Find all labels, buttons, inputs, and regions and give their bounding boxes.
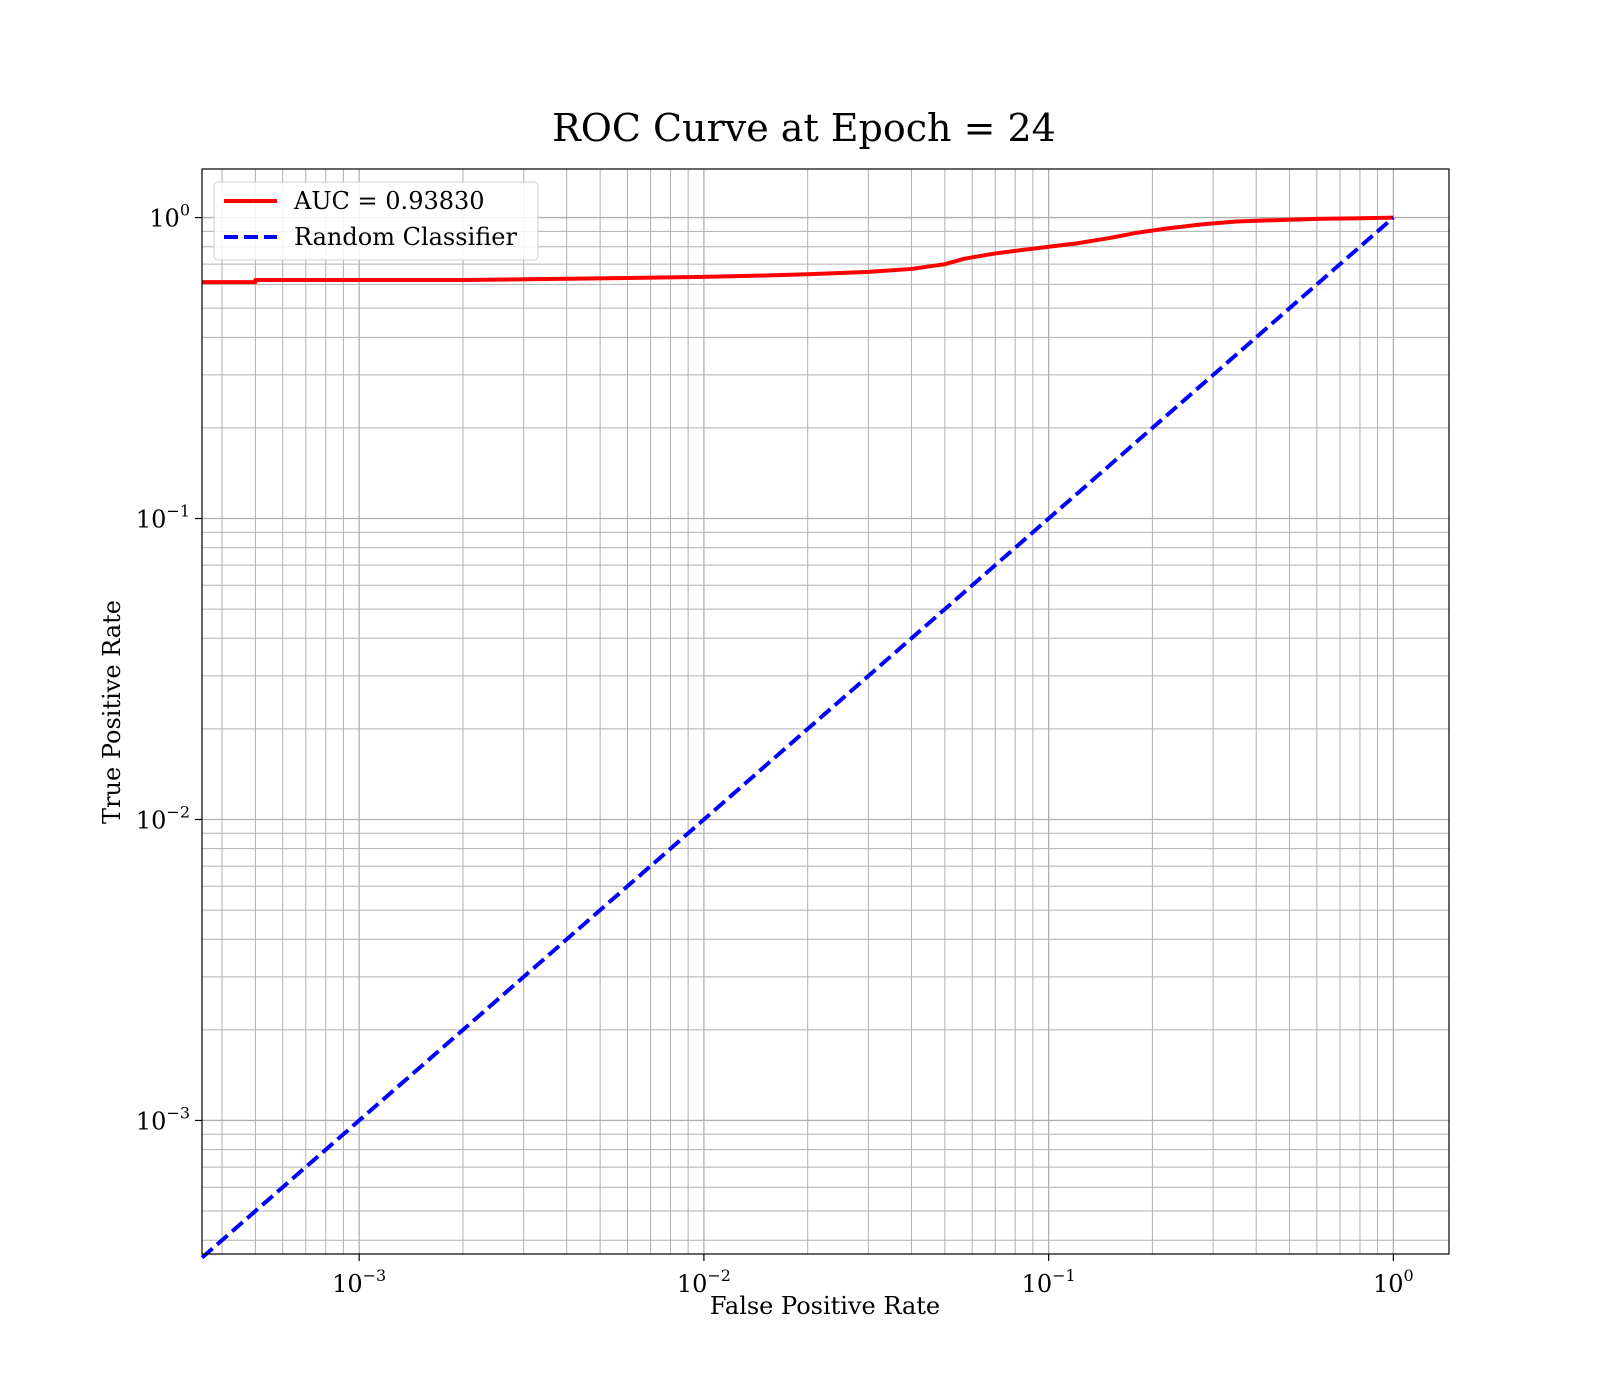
legend-box	[213, 181, 539, 261]
y-tick-exponent: −1	[166, 502, 190, 521]
y-tick-label: 10−1	[136, 502, 190, 534]
y-tick-exponent: 0	[180, 201, 190, 220]
x-tick-exponent: −3	[363, 1266, 387, 1285]
x-tick-exponent: −2	[707, 1266, 731, 1285]
y-tick-exponent: −3	[166, 1103, 190, 1122]
y-tick-exponent: −2	[166, 802, 190, 821]
y-tick-label: 100	[149, 201, 190, 233]
random-classifier-line	[200, 216, 1395, 1260]
x-tick-labels: 10−3 10−2 10−1 100	[332, 1254, 1414, 1298]
x-axis-label: False Positive Rate	[710, 1292, 940, 1320]
roc-curve-line	[202, 215, 1394, 285]
x-tick-base: 10	[677, 1270, 708, 1298]
grid-layer	[202, 169, 1449, 1254]
y-tick-label: 10−3	[136, 1103, 190, 1135]
y-axis-label: True Positive Rate	[98, 600, 126, 824]
series-layer	[200, 215, 1395, 1260]
x-tick-base: 10	[1373, 1270, 1404, 1298]
y-tick-base: 10	[136, 806, 167, 834]
legend-label-random-classifier: Random Classifier	[294, 223, 517, 251]
y-tick-base: 10	[149, 205, 180, 233]
y-tick-label: 10−2	[136, 802, 190, 834]
x-tick-label: 10−2	[677, 1266, 731, 1298]
legend: AUC = 0.93830 Random Classifier	[213, 181, 539, 261]
plot-frame	[201, 168, 1450, 1255]
y-tick-base: 10	[136, 1107, 167, 1135]
y-tick-base: 10	[136, 506, 167, 534]
x-tick-label: 100	[1373, 1266, 1414, 1298]
x-tick-base: 10	[332, 1270, 363, 1298]
x-tick-exponent: −1	[1052, 1266, 1076, 1285]
x-tick-label: 10−1	[1022, 1266, 1076, 1298]
chart-title: ROC Curve at Epoch = 24	[552, 106, 1056, 150]
legend-label-auc: AUC = 0.93830	[293, 187, 485, 215]
x-tick-label: 10−3	[332, 1266, 386, 1298]
x-tick-base: 10	[1022, 1270, 1053, 1298]
x-tick-exponent: 0	[1404, 1266, 1414, 1285]
